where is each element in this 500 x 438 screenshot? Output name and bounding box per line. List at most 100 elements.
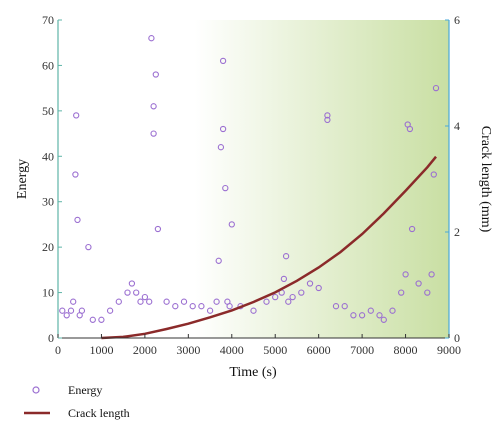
- energy-point: [282, 253, 290, 260]
- energy-point: [358, 312, 366, 319]
- energy-point: [74, 216, 81, 224]
- energy-point: [146, 298, 153, 305]
- energy-point: [367, 307, 374, 314]
- energy-point: [215, 257, 222, 264]
- energy-point: [206, 307, 214, 314]
- energy-point: [272, 293, 279, 301]
- left-y-tick-label: 0: [48, 331, 54, 345]
- energy-point: [137, 298, 144, 305]
- legend: Energy Crack length: [24, 383, 130, 420]
- x-tick-label: 0: [55, 343, 61, 357]
- energy-point: [424, 289, 431, 296]
- energy-point: [285, 298, 292, 305]
- x-tick-label: 9000: [437, 343, 461, 357]
- energy-point: [150, 130, 157, 137]
- energy-point: [124, 289, 131, 296]
- x-tick-label: 5000: [263, 343, 287, 357]
- left-y-ticks: 0 10 20 30 40 50 60 70: [42, 13, 62, 345]
- x-tick-label: 4000: [220, 343, 244, 357]
- energy-point: [98, 316, 105, 323]
- legend-energy-label: Energy: [68, 383, 102, 397]
- energy-point: [141, 293, 149, 301]
- left-y-axis-title: Energy: [15, 159, 30, 199]
- energy-point: [189, 303, 196, 310]
- energy-point: [341, 303, 348, 310]
- x-tick-label: 3000: [176, 343, 200, 357]
- x-tick-label: 2000: [133, 343, 157, 357]
- plot-background: [58, 20, 449, 338]
- left-y-tick-label: 60: [42, 58, 54, 72]
- right-y-axis-title: Crack length (mm): [478, 126, 493, 233]
- energy-point: [172, 303, 179, 310]
- x-tick-label: 1000: [89, 343, 113, 357]
- right-y-ticks: 0 2 4 6: [445, 13, 460, 345]
- left-y-tick-label: 30: [42, 195, 54, 209]
- x-tick-label: 6000: [307, 343, 331, 357]
- energy-point: [324, 116, 331, 124]
- energy-point: [315, 284, 322, 292]
- energy-point: [213, 298, 220, 305]
- energy-point: [289, 293, 296, 301]
- energy-point: [324, 112, 331, 119]
- energy-point: [180, 298, 188, 305]
- energy-point: [280, 275, 288, 283]
- energy-point: [217, 144, 225, 151]
- energy-point: [70, 298, 77, 305]
- energy-point: [152, 71, 159, 78]
- energy-point: [408, 225, 416, 233]
- right-y-tick-label: 0: [454, 331, 460, 345]
- energy-point: [376, 312, 383, 319]
- energy-point: [67, 307, 75, 314]
- energy-point: [222, 184, 229, 192]
- energy-point: [115, 298, 122, 305]
- energy-point: [250, 307, 257, 314]
- energy-point: [406, 125, 414, 133]
- legend-crack-label: Crack length: [68, 406, 130, 420]
- energy-point: [85, 243, 92, 251]
- energy-point: [59, 307, 66, 314]
- energy-points: [59, 35, 440, 323]
- energy-point: [402, 271, 409, 278]
- energy-point: [398, 289, 405, 296]
- right-y-tick-label: 2: [454, 225, 460, 239]
- energy-point: [163, 298, 170, 305]
- energy-point: [380, 316, 387, 323]
- left-y-tick-label: 40: [42, 149, 54, 163]
- left-y-tick-label: 20: [42, 240, 54, 254]
- x-tick-label: 8000: [394, 343, 418, 357]
- energy-point: [219, 57, 227, 65]
- x-tick-label: 7000: [350, 343, 374, 357]
- energy-point: [428, 271, 435, 278]
- energy-point: [63, 312, 70, 319]
- left-y-tick-label: 70: [42, 13, 54, 27]
- energy-point: [148, 35, 155, 42]
- energy-point: [133, 289, 140, 296]
- left-y-tick-label: 50: [42, 104, 54, 118]
- energy-point: [415, 280, 422, 287]
- energy-point: [154, 225, 162, 233]
- energy-point: [78, 307, 86, 314]
- legend-energy-marker: [32, 386, 40, 394]
- right-y-tick-label: 4: [454, 119, 460, 133]
- energy-point: [432, 84, 440, 92]
- energy-point: [89, 316, 96, 323]
- energy-point: [72, 171, 79, 178]
- energy-point: [263, 298, 270, 305]
- energy-point: [219, 125, 227, 133]
- energy-point: [128, 280, 136, 287]
- energy-point: [106, 307, 114, 314]
- energy-point: [226, 303, 233, 310]
- energy-point: [332, 303, 340, 310]
- x-ticks: 0 1000 2000 3000 4000 5000 6000 7000 8000 9000: [55, 334, 461, 357]
- energy-point: [430, 171, 437, 178]
- energy-point: [228, 221, 235, 228]
- crack-length-line: [101, 155, 437, 340]
- energy-point: [73, 112, 80, 119]
- energy-point: [198, 303, 205, 310]
- energy-point: [350, 312, 357, 319]
- x-axis-title: Time (s): [229, 365, 277, 380]
- energy-point: [389, 307, 396, 314]
- left-y-tick-label: 10: [42, 286, 54, 300]
- energy-point: [298, 289, 305, 296]
